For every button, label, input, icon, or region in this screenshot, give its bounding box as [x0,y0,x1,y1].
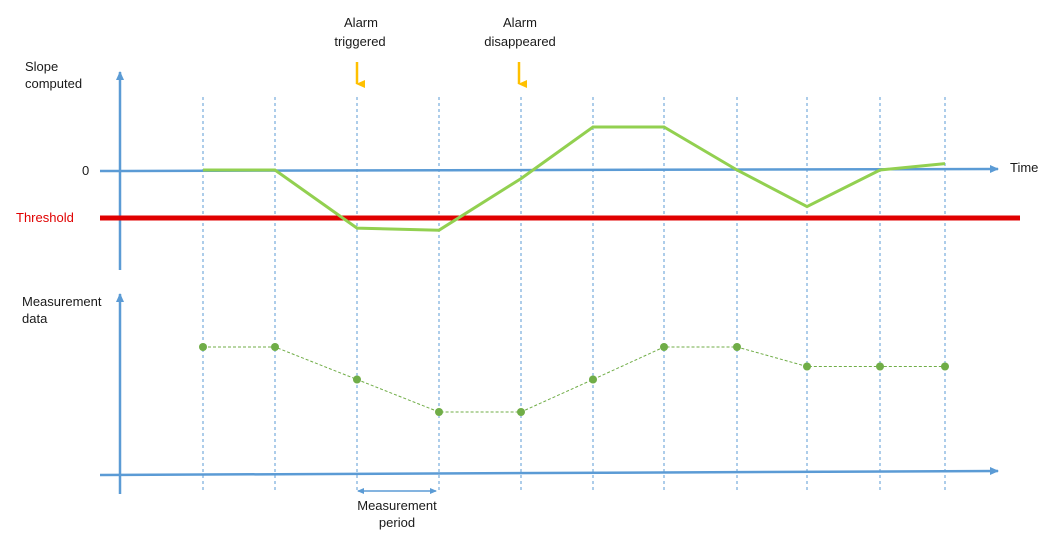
alarm-disappeared-label-line2: disappeared [484,34,556,49]
measurement-point [803,362,811,371]
measurement-point [517,408,525,416]
measurement-points [199,343,949,416]
slope-axis-label-line2: computed [25,76,82,91]
measurement-point [435,408,443,416]
time-gridlines [202,97,946,492]
measurement-period-label-line1: Measurement [357,498,437,513]
measurement-point [589,375,597,384]
threshold-label: Threshold [16,210,74,225]
measurement-axis-label-line1: Measurement [22,294,102,309]
zero-label: 0 [82,163,89,178]
measurement-point [271,343,279,351]
measurement-axis-label-line2: data [22,311,48,326]
measurement-series-line [203,346,945,413]
measurement-period-label-line2: period [379,515,415,530]
slope-axis-label-line1: Slope [25,59,58,74]
measurement-x-axis [99,467,999,477]
slope-series-line [203,125,946,232]
measurement-point [199,343,207,351]
measurement-point [660,343,668,351]
alarm-disappeared-label-line1: Alarm [503,15,537,30]
time-axis-label: Time [1010,160,1038,175]
alarm-triggered-label-line1: Alarm [344,15,378,30]
measurement-point [876,362,884,371]
alarm-triggered-label-line2: triggered [334,34,385,49]
measurement-point [941,362,949,371]
measurement-point [353,375,361,384]
measurement-point [733,343,741,351]
